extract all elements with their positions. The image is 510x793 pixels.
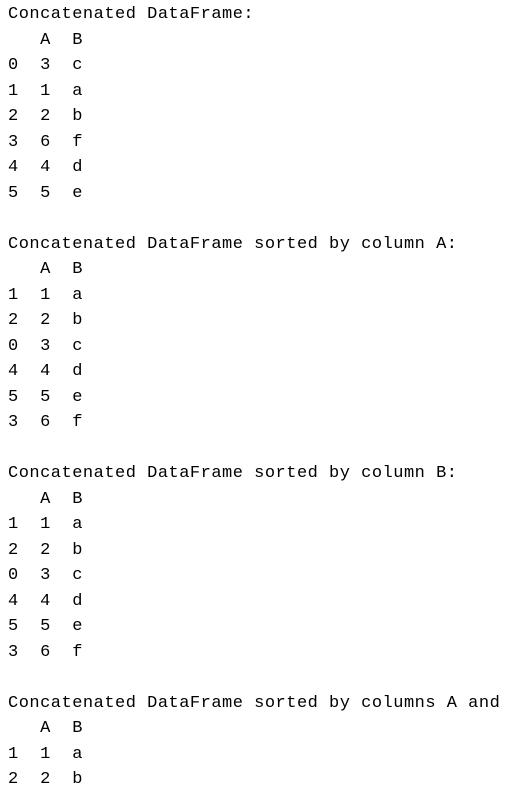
output-line: 4 4 d bbox=[8, 589, 510, 615]
output-line: 5 5 e bbox=[8, 181, 510, 207]
output-line: 0 3 c bbox=[8, 53, 510, 79]
output-line: 4 4 d bbox=[8, 359, 510, 385]
output-line: 4 4 d bbox=[8, 155, 510, 181]
output-line: 2 2 b bbox=[8, 104, 510, 130]
output-line: 2 2 b bbox=[8, 767, 510, 793]
output-line: A B bbox=[8, 28, 510, 54]
output-line: 1 1 a bbox=[8, 283, 510, 309]
output-line: 2 2 b bbox=[8, 308, 510, 334]
section-title: Concatenated DataFrame: bbox=[8, 2, 510, 28]
blank-line bbox=[8, 206, 510, 232]
output-line: 1 1 a bbox=[8, 79, 510, 105]
section-title: Concatenated DataFrame sorted by column … bbox=[8, 461, 510, 487]
output-line: A B bbox=[8, 257, 510, 283]
output-line: 1 1 a bbox=[8, 512, 510, 538]
output-line: 3 6 f bbox=[8, 130, 510, 156]
section-title: Concatenated DataFrame sorted by column … bbox=[8, 232, 510, 258]
output-line: A B bbox=[8, 716, 510, 742]
output-line: 5 5 e bbox=[8, 385, 510, 411]
output-line: 0 3 c bbox=[8, 334, 510, 360]
blank-line bbox=[8, 665, 510, 691]
output-line: 3 6 f bbox=[8, 640, 510, 666]
output-line: A B bbox=[8, 487, 510, 513]
output-line: 3 6 f bbox=[8, 410, 510, 436]
output-line: 2 2 b bbox=[8, 538, 510, 564]
output-line: 5 5 e bbox=[8, 614, 510, 640]
output-line: 0 3 c bbox=[8, 563, 510, 589]
output-line: 1 1 a bbox=[8, 742, 510, 768]
terminal-output: Concatenated DataFrame: A B0 3 c1 1 a2 2… bbox=[8, 2, 510, 793]
section-title: Concatenated DataFrame sorted by columns… bbox=[8, 691, 510, 717]
blank-line bbox=[8, 436, 510, 462]
